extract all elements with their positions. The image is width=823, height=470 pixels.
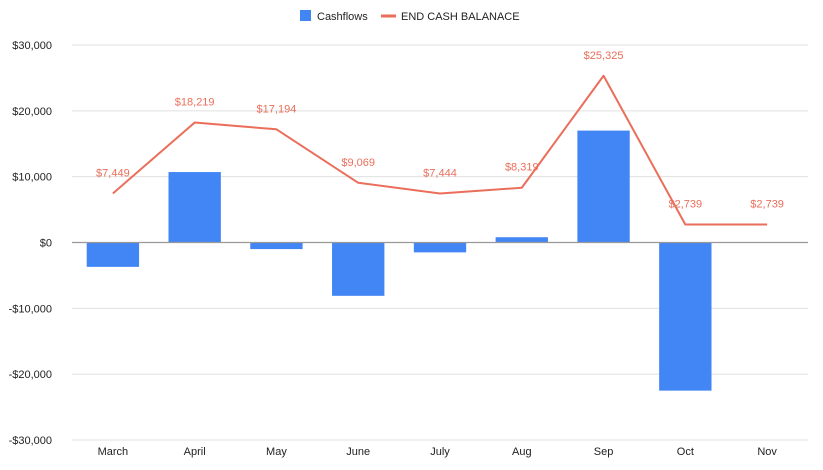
x-tick-label: March xyxy=(98,446,129,458)
data-label-oct: $2,739 xyxy=(669,198,703,210)
data-label-march: $7,449 xyxy=(96,167,130,179)
legend-label-cashflows: Cashflows xyxy=(317,11,368,23)
y-tick-label: $0 xyxy=(40,238,52,250)
y-tick-label: $30,000 xyxy=(12,40,52,52)
x-tick-label: Nov xyxy=(757,446,777,458)
data-label-april: $18,219 xyxy=(175,97,215,109)
y-tick-label: -$30,000 xyxy=(9,435,52,447)
data-label-may: $17,194 xyxy=(257,103,297,115)
x-tick-label: Aug xyxy=(512,446,532,458)
bar-july xyxy=(413,242,467,253)
y-tick-label: $20,000 xyxy=(12,106,52,118)
y-tick-label: -$10,000 xyxy=(9,303,52,315)
end-cash-balance-line xyxy=(112,74,768,226)
data-label-june: $9,069 xyxy=(341,157,375,169)
x-axis: March April May June July Aug Sep Oct Nov xyxy=(98,446,778,458)
line-series: $7,449 $18,219 $17,194 $9,069 $7,444 $8,319 $2… xyxy=(96,50,784,226)
y-tick-label: -$20,000 xyxy=(9,369,52,381)
bar-sep xyxy=(577,130,630,243)
data-label-aug: $8,319 xyxy=(505,162,539,174)
x-tick-label: July xyxy=(430,446,450,458)
x-tick-label: Oct xyxy=(677,446,694,458)
bar-march xyxy=(86,242,140,267)
x-tick-label: June xyxy=(346,446,370,458)
data-label-sep: $25,325 xyxy=(584,50,624,62)
y-tick-label: $10,000 xyxy=(12,172,52,184)
data-label-july: $7,444 xyxy=(423,167,457,179)
legend-label-end-cash-balance: END CASH BALANACE xyxy=(401,11,520,23)
bar-june xyxy=(332,242,385,296)
bar-aug xyxy=(495,237,548,243)
bar-oct xyxy=(659,242,712,391)
x-tick-label: May xyxy=(266,446,287,458)
bar-series xyxy=(86,130,712,391)
x-tick-label: April xyxy=(184,446,206,458)
data-label-nov: $2,739 xyxy=(750,198,784,210)
bar-may xyxy=(250,242,303,250)
bar-april xyxy=(168,172,221,243)
x-tick-label: Sep xyxy=(594,446,614,458)
legend-swatch-cashflows xyxy=(300,10,311,21)
chart-legend: Cashflows END CASH BALANACE xyxy=(300,10,520,23)
y-axis: $30,000 $20,000 $10,000 $0 -$10,000 -$20,000 -… xyxy=(9,40,52,447)
